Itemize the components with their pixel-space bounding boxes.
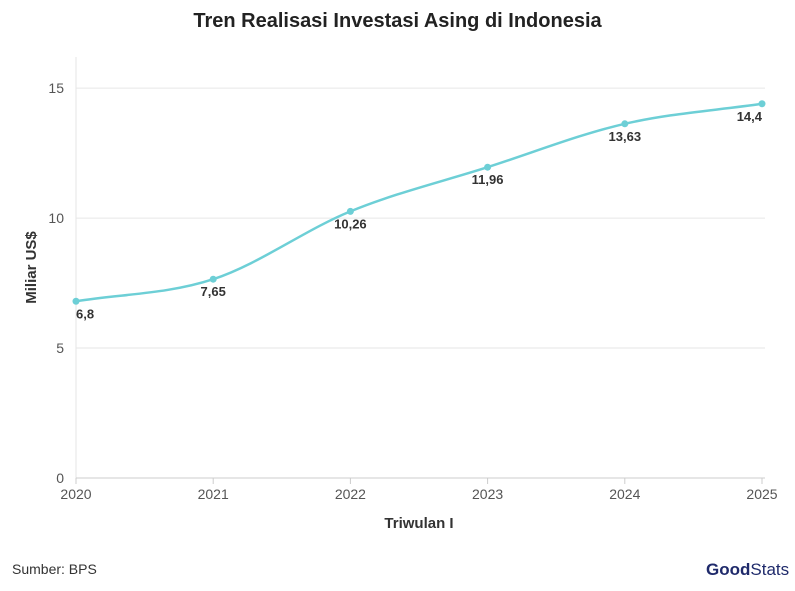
x-axis-title: Triwulan I — [384, 515, 453, 532]
data-label: 10,26 — [334, 216, 367, 231]
data-label: 13,63 — [609, 129, 642, 144]
source-note: Sumber: BPS — [12, 561, 97, 577]
data-label: 11,96 — [472, 172, 504, 187]
data-label: 6,8 — [76, 306, 94, 321]
series-line — [75, 102, 763, 303]
data-point — [346, 207, 354, 215]
data-point — [209, 275, 217, 283]
goodstats-logo: GoodStats — [706, 560, 789, 580]
data-point — [621, 120, 629, 128]
x-tick-labels: 2020 2021 2022 2023 2024 2025 — [60, 478, 778, 502]
y-axis-title: Miliar US$ — [23, 231, 40, 304]
data-point — [72, 297, 80, 305]
x-tick-label: 2021 — [198, 486, 229, 502]
logo-text-stats: Stats — [750, 560, 790, 579]
data-point — [484, 163, 492, 171]
data-point — [758, 100, 766, 108]
grid-lines — [76, 87, 765, 349]
y-tick-label: 0 — [56, 470, 64, 486]
y-tick-label: 10 — [48, 210, 64, 226]
y-tick-label: 5 — [56, 340, 64, 356]
data-labels: 6,8 7,65 10,26 11,96 13,63 14,4 — [76, 109, 763, 322]
logo-text-good: Good — [706, 560, 751, 579]
y-tick-label: 15 — [48, 80, 64, 96]
x-tick-label: 2025 — [746, 486, 777, 502]
chart-title: Tren Realisasi Investasi Asing di Indone… — [193, 10, 602, 32]
y-tick-labels: 0 5 10 15 — [48, 80, 64, 486]
axes — [75, 57, 765, 479]
data-label: 7,65 — [201, 284, 226, 299]
data-points — [72, 100, 766, 305]
x-tick-label: 2022 — [335, 486, 366, 502]
x-tick-label: 2023 — [472, 486, 503, 502]
x-tick-label: 2020 — [60, 486, 91, 502]
x-tick-label: 2024 — [609, 486, 640, 502]
data-label: 14,4 — [737, 109, 763, 124]
